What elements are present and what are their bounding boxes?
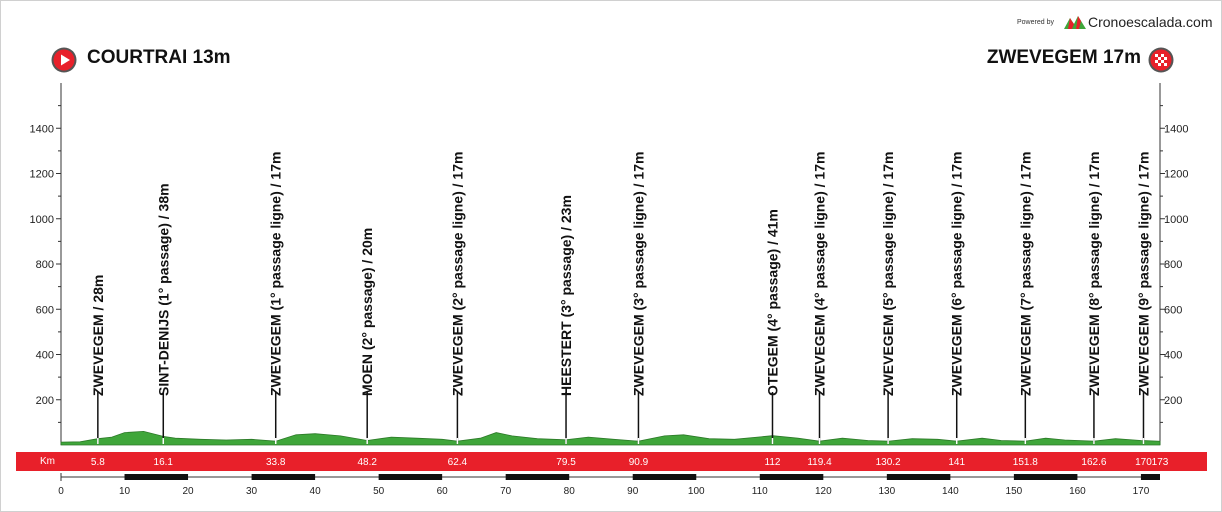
waypoint-label: ZWEVEGEM (9° passage ligne) / 17m (1135, 152, 1151, 396)
terrain-area (60, 430, 1161, 446)
km-bar (16, 452, 1207, 471)
scale-segment (124, 474, 189, 480)
waypoint-label: MOEN (2° passage) / 20m (359, 228, 375, 396)
play-icon (51, 47, 77, 73)
waypoint-label: ZWEVEGEM (6° passage ligne) / 17m (949, 152, 965, 396)
x-tick-label: 70 (500, 486, 512, 497)
x-tick-label: 30 (246, 486, 258, 497)
waypoint-label: ZWEVEGEM (4° passage ligne) / 17m (812, 152, 828, 396)
y-tick-label-right: 1200 (1164, 169, 1188, 181)
x-tick-label: 170 (1133, 486, 1150, 497)
brand-name: Cronoescalada.com (1088, 14, 1213, 30)
km-bar-label: Km (40, 456, 55, 467)
x-tick-label: 140 (942, 486, 959, 497)
scale-segment (886, 474, 951, 480)
y-tick-label-left: 200 (36, 395, 54, 407)
x-tick-label: 150 (1006, 486, 1023, 497)
y-tick-label-right: 600 (1164, 304, 1182, 316)
y-tick-label-left: 400 (36, 350, 54, 362)
scale-segment (378, 474, 443, 480)
y-tick-label-right: 1000 (1164, 214, 1188, 226)
waypoint-label: ZWEVEGEM / 28m (90, 275, 106, 396)
x-tick-label: 160 (1069, 486, 1086, 497)
x-tick-label: 10 (119, 486, 131, 497)
x-tick-label: 110 (752, 486, 768, 497)
scale-segment (1140, 474, 1160, 480)
y-tick-label-left: 1400 (30, 123, 54, 135)
start-location-title: COURTRAI 13m (87, 47, 231, 68)
scale-segment (1013, 474, 1078, 480)
waypoint-label: ZWEVEGEM (7° passage ligne) / 17m (1017, 152, 1033, 396)
y-tick-label-right: 400 (1164, 350, 1182, 362)
x-tick-label: 20 (182, 486, 194, 497)
checkered-flag-icon (1148, 47, 1174, 73)
y-tick-label-left: 1000 (30, 214, 54, 226)
waypoint-label: ZWEVEGEM (3° passage ligne) / 17m (630, 152, 646, 396)
waypoint-label: SINT-DENIJS (1° passage) / 38m (155, 183, 171, 396)
scale-segment (632, 474, 697, 480)
x-tick-label: 100 (688, 486, 705, 497)
waypoint-label: HEESTERT (3° passage) / 23m (558, 195, 574, 396)
y-tick-label-right: 1400 (1164, 123, 1188, 135)
y-tick-label-right: 200 (1164, 395, 1182, 407)
x-tick-label: 120 (815, 486, 832, 497)
waypoint-label: ZWEVEGEM (8° passage ligne) / 17m (1086, 152, 1102, 396)
y-tick-label-left: 600 (36, 304, 54, 316)
y-tick-label-left: 800 (36, 259, 54, 271)
scale-segment (759, 474, 824, 480)
y-tick-label-right: 800 (1164, 259, 1182, 271)
waypoint-label: ZWEVEGEM (2° passage ligne) / 17m (449, 152, 465, 396)
y-tick-label-left: 1200 (30, 169, 54, 181)
waypoint-label: ZWEVEGEM (1° passage ligne) / 17m (268, 152, 284, 396)
mountain-logo-icon (1064, 16, 1086, 29)
brand-logo: Cronoescalada.com (1064, 14, 1213, 30)
waypoint-label: ZWEVEGEM (5° passage ligne) / 17m (880, 152, 896, 396)
x-tick-label: 50 (373, 486, 385, 497)
scale-segment (251, 474, 316, 480)
waypoint-label: OTEGEM (4° passage) / 41m (764, 209, 780, 396)
x-tick-label: 80 (564, 486, 576, 497)
x-tick-label: 40 (310, 486, 322, 497)
scale-segment (505, 474, 570, 480)
finish-location-title: ZWEVEGEM 17m (986, 47, 1141, 68)
x-tick-label: 0 (58, 486, 64, 497)
powered-by-text: Powered by (1017, 19, 1054, 26)
x-tick-label: 90 (627, 486, 639, 497)
x-tick-label: 60 (437, 486, 449, 497)
x-tick-label: 130 (878, 486, 895, 497)
